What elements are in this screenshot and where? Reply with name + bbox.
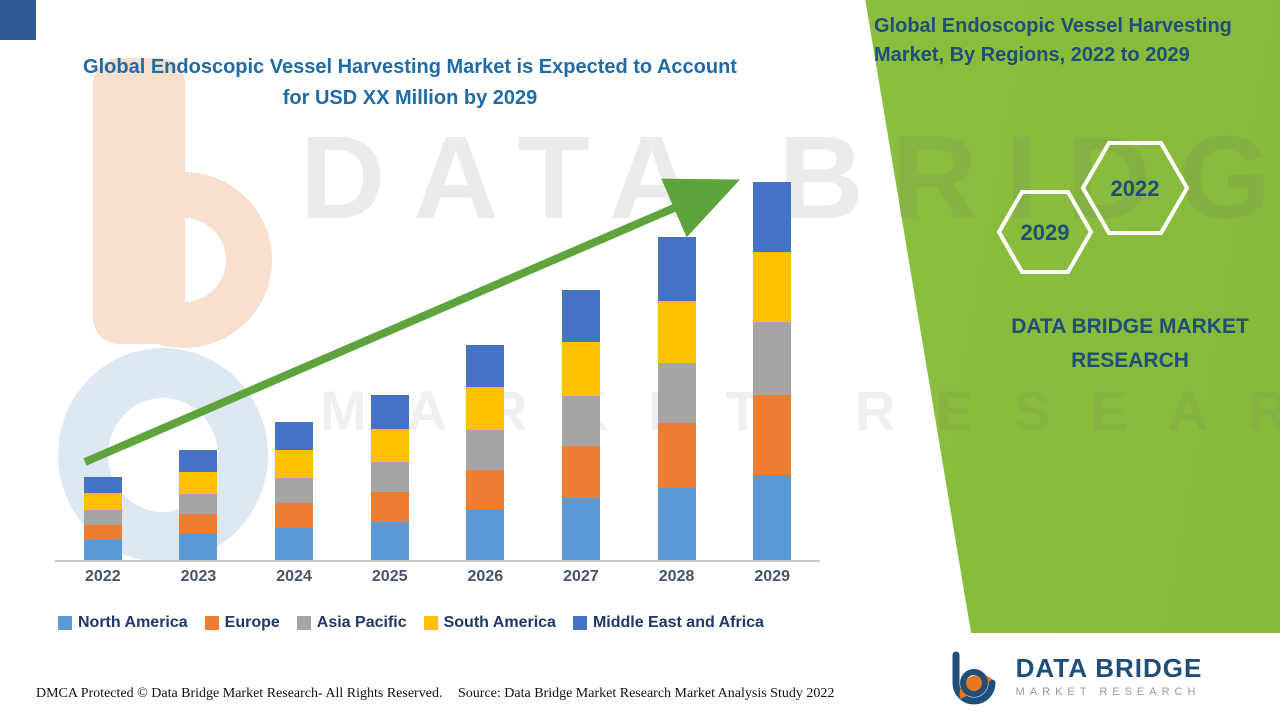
stacked-bar-2025 <box>370 395 409 560</box>
bar-column-2027 <box>533 290 629 560</box>
bar-segment-2029 <box>753 252 792 322</box>
bar-segment-2023 <box>179 450 218 472</box>
bar-segment-2026 <box>466 387 505 430</box>
bar-segment-2025 <box>370 492 409 522</box>
x-axis-label-2026: 2026 <box>467 568 504 585</box>
bar-segment-2026 <box>466 510 505 560</box>
bar-segment-2024 <box>275 478 314 503</box>
stacked-bar-2023 <box>179 450 218 560</box>
bar-segment-2022 <box>83 477 122 493</box>
bar-segment-2024 <box>275 450 314 478</box>
bar-segment-2025 <box>370 462 409 492</box>
panel-brand-text: DATA BRIDGE MARKET RESEARCH <box>1011 315 1249 372</box>
bar-segment-2027 <box>561 342 600 396</box>
bar-segment-2029 <box>753 182 792 252</box>
legend-item: North America <box>58 614 188 632</box>
stacked-bar-2028 <box>657 237 696 560</box>
x-axis-label-2024: 2024 <box>276 568 312 585</box>
bar-segment-2023 <box>179 472 218 494</box>
stacked-bar-2026 <box>466 345 505 560</box>
legend-item: South America <box>423 614 556 632</box>
bar-segment-2024 <box>275 503 314 528</box>
bar-column-2023 <box>151 450 247 560</box>
legend-item: Europe <box>204 614 280 632</box>
bar-segment-2028 <box>657 363 696 423</box>
bar-segment-2022 <box>83 493 122 510</box>
footer-dmca-text: DMCA Protected © Data Bridge Market Rese… <box>36 686 443 701</box>
logo-name: DATA BRIDGE <box>1015 653 1203 684</box>
bar-segment-2026 <box>466 345 505 387</box>
bar-segment-2022 <box>83 525 122 540</box>
legend-swatch <box>423 616 438 630</box>
x-axis-label-2023: 2023 <box>180 568 217 585</box>
bar-column-2028 <box>629 237 725 560</box>
chart-title: Global Endoscopic Vessel Harvesting Mark… <box>83 56 737 109</box>
legend-label: South America <box>443 614 556 631</box>
bar-segment-2026 <box>466 470 505 510</box>
bar-column-2024 <box>246 422 342 560</box>
x-axis-labels: 2022 2023 2024 2025 2026 2027 2028 2029 <box>55 568 820 586</box>
footer-source-text: Source: Data Bridge Market Research Mark… <box>458 686 835 701</box>
hexagon-2022-label: 2022 <box>1111 176 1160 201</box>
legend-swatch <box>572 616 587 630</box>
databridge-logo-icon <box>952 651 996 704</box>
bar-segment-2028 <box>657 301 696 363</box>
legend-item: Asia Pacific <box>296 614 407 632</box>
bar-segment-2023 <box>179 494 218 514</box>
x-axis-label-2027: 2027 <box>563 568 599 585</box>
bar-segment-2024 <box>275 422 314 450</box>
hexagon-2022-shape <box>1080 141 1190 235</box>
bar-segment-2022 <box>83 540 122 560</box>
bar-column-2026 <box>438 345 534 560</box>
legend-label: Asia Pacific <box>316 614 407 631</box>
bar-segment-2025 <box>370 522 409 560</box>
x-axis-label-2028: 2028 <box>658 568 695 585</box>
bar-segment-2023 <box>179 514 218 534</box>
x-axis-label-2025: 2025 <box>371 568 408 585</box>
bar-segment-2028 <box>657 423 696 488</box>
hexagon-badges: 2029 2022 <box>996 141 1190 274</box>
bar-segment-2022 <box>83 510 122 525</box>
legend-label: Europe <box>224 614 280 631</box>
logo-card: DATA BRIDGE MARKET RESEARCH <box>868 633 1280 720</box>
bar-segment-2025 <box>370 395 409 429</box>
x-axis-label-2022: 2022 <box>85 568 121 585</box>
hexagon-2029-label: 2029 <box>1021 220 1070 245</box>
chart-legend: North America Europe Asia Pacific South Ame… <box>58 614 764 632</box>
legend-swatch <box>58 616 72 630</box>
stacked-bar-2027 <box>561 290 600 560</box>
bar-segment-2028 <box>657 488 696 560</box>
trend-arrow <box>83 178 741 466</box>
bar-segment-2024 <box>275 528 314 560</box>
bar-column-2029 <box>724 182 820 560</box>
legend-label: Middle East and Africa <box>592 614 764 631</box>
bar-column-2025 <box>342 395 438 560</box>
legend-swatch <box>204 616 219 630</box>
x-axis-label-2029: 2029 <box>754 568 790 585</box>
bar-segment-2027 <box>561 290 600 342</box>
stacked-bar-2022 <box>83 477 122 560</box>
bar-column-2022 <box>55 477 151 560</box>
stacked-bar-2024 <box>275 422 314 560</box>
bar-segment-2028 <box>657 237 696 301</box>
legend-label: North America <box>78 614 188 631</box>
bar-segment-2025 <box>370 429 409 462</box>
chart-plot <box>55 180 820 562</box>
bar-segment-2023 <box>179 534 218 560</box>
panel-title: Global Endoscopic Vessel Harvesting Mark… <box>874 15 1232 66</box>
bar-segment-2029 <box>753 475 792 560</box>
bar-segment-2026 <box>466 430 505 470</box>
logo-subtitle: MARKET RESEARCH <box>1015 686 1201 699</box>
bar-segment-2027 <box>561 498 600 560</box>
bar-segment-2029 <box>753 322 792 395</box>
corner-accent-square <box>0 0 36 40</box>
bar-segment-2027 <box>561 396 600 446</box>
legend-item: Middle East and Africa <box>572 614 764 632</box>
stacked-bar-2029 <box>753 182 792 560</box>
bar-segment-2029 <box>753 395 792 475</box>
logo-text-block: DATA BRIDGE MARKET RESEARCH <box>1015 653 1203 699</box>
bar-segment-2027 <box>561 446 600 498</box>
hexagon-2029-shape <box>996 190 1094 274</box>
legend-swatch <box>296 616 311 630</box>
